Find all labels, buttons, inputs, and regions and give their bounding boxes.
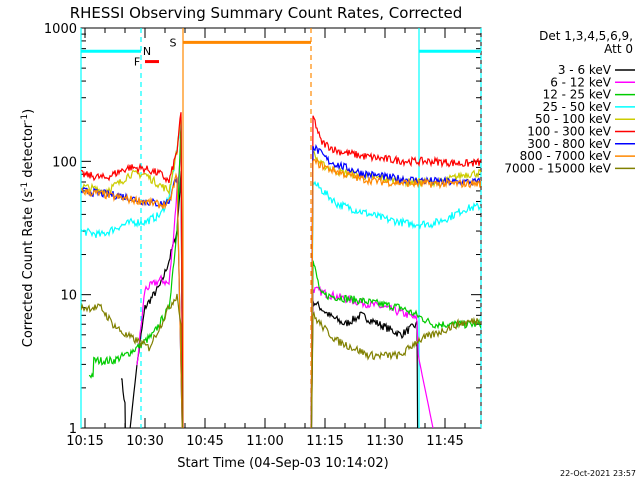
x-tick-label: 10:15 <box>66 434 103 449</box>
x-tick-label: 10:45 <box>186 434 223 449</box>
footer-timestamp: 22-Oct-2021 23:57 <box>560 469 636 478</box>
legend-header-detectors: Det 1,3,4,5,6,9, <box>539 29 633 43</box>
series-line-3-6-kev <box>120 170 419 428</box>
series-line-6-12-kev <box>136 151 434 428</box>
series-group <box>81 112 481 428</box>
y-axis-label-end: ) <box>21 109 36 114</box>
legend-label-800-7000-kev: 800 - 7000 keV <box>520 149 612 163</box>
legend-label-3-6-kev: 3 - 6 keV <box>558 63 612 77</box>
x-axis-label: Start Time (04-Sep-03 10:14:02) <box>177 456 388 471</box>
legend-label-100-300-kev: 100 - 300 keV <box>527 125 611 139</box>
x-tick-label: 11:00 <box>246 434 283 449</box>
series-line-12-25-kev <box>88 120 481 428</box>
legend-label-50-100-kev: 50 - 100 keV <box>535 112 612 126</box>
x-tick-label: 11:30 <box>366 434 403 449</box>
y-tick-label: 10 <box>60 289 77 304</box>
y-tick-label: 1000 <box>44 22 77 37</box>
legend-header-attenuator: Att 0 <box>604 42 633 56</box>
x-tick-label: 11:45 <box>426 434 463 449</box>
y-axis-label-sup2: -1 <box>20 114 30 123</box>
y-tick-label: 100 <box>52 155 77 170</box>
y-axis-label-mid: detector <box>21 122 36 182</box>
series-line-7000-15000-kev <box>81 293 481 428</box>
state-bar-label-n: N <box>143 45 151 58</box>
series-line-25-50-kev <box>81 120 481 428</box>
legend-label-7000-15000-kev: 7000 - 15000 keV <box>504 161 611 175</box>
y-axis-label: Corrected Count Rate (s-1 detector-1) <box>20 109 36 347</box>
y-axis-label-sup1: -1 <box>20 182 30 191</box>
legend-label-6-12-kev: 6 - 12 keV <box>550 75 612 89</box>
series-line-100-300-kev <box>81 112 481 428</box>
legend-label-12-25-kev: 12 - 25 keV <box>543 88 612 102</box>
plot-area: 1 10 100 1000 10:15 10:30 10:45 11:00 11:15 11:30… <box>44 22 482 449</box>
series-line-800-7000-kev <box>81 158 481 428</box>
y-axis-label-main: Corrected Count Rate (s <box>21 191 36 348</box>
x-tick-label: 11:15 <box>306 434 343 449</box>
state-bar-label-f: F <box>134 56 140 69</box>
legend-label-300-800-kev: 300 - 800 keV <box>527 137 611 151</box>
y-tick-label: 1 <box>69 422 77 437</box>
legend-label-25-50-kev: 25 - 50 keV <box>543 100 612 114</box>
x-tick-label: 10:30 <box>126 434 163 449</box>
state-bar-label-s: S <box>170 36 177 49</box>
chart-title: RHESSI Observing Summary Count Rates, Co… <box>70 4 463 22</box>
